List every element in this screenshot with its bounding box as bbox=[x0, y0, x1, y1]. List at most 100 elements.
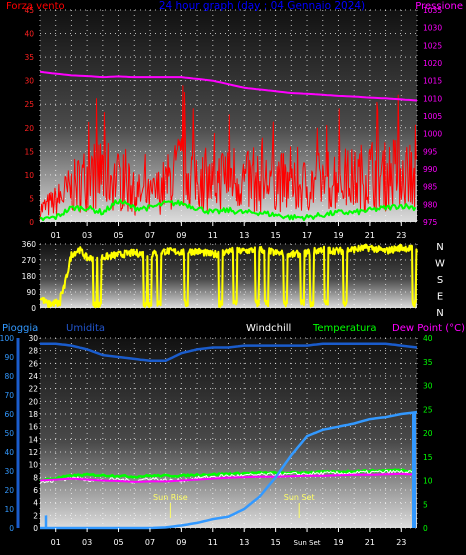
rain-y-tick-label: 2 bbox=[33, 511, 38, 520]
wind-y-tick-label: 30 bbox=[24, 77, 34, 86]
wind-x-tick-label: 17 bbox=[302, 231, 312, 240]
compass-label: N bbox=[436, 308, 443, 319]
pressure-y-tick-label: 990 bbox=[423, 165, 438, 174]
temperature-y-tick-label: 35 bbox=[423, 358, 433, 367]
pressure-y-tick-label: 975 bbox=[423, 218, 438, 227]
rain-y-tick-label: 16 bbox=[28, 423, 38, 432]
wind-y-tick-label: 15 bbox=[24, 147, 34, 156]
humidity-y-tick-label: 60 bbox=[4, 410, 14, 419]
wind-x-tick-label: 21 bbox=[365, 231, 375, 240]
wind-y-tick-label: 5 bbox=[29, 194, 34, 203]
temperature-y-tick-label: 15 bbox=[423, 453, 433, 462]
temperature-y-tick-label: 5 bbox=[423, 500, 428, 509]
legend-entry: Windchill bbox=[246, 323, 291, 334]
pressure-y-tick-label: 1010 bbox=[423, 94, 442, 103]
compass-label: S bbox=[437, 275, 443, 286]
pressure-y-tick-label: 1025 bbox=[423, 41, 442, 50]
temperature-y-tick-label: 30 bbox=[423, 382, 433, 391]
humidity-y-tick-label: 20 bbox=[4, 486, 14, 495]
direction-y-tick-label: 270 bbox=[22, 256, 37, 265]
wind-x-tick-label: 01 bbox=[51, 231, 61, 240]
humidity-y-tick-label: 70 bbox=[4, 391, 14, 400]
rain-y-tick-label: 8 bbox=[33, 473, 38, 482]
temperature-y-tick-label: 25 bbox=[423, 405, 433, 414]
temperature-y-tick-label: 10 bbox=[423, 477, 433, 486]
sun-event-label: Sun Rise bbox=[153, 493, 188, 502]
rain-y-tick-label: 30 bbox=[28, 334, 38, 343]
sun-event-label: Sun Set bbox=[284, 493, 315, 502]
temperature-x-tick-label: 23 bbox=[396, 538, 406, 547]
rain-y-tick-label: 10 bbox=[28, 461, 38, 470]
temperature-x-tick-label: 13 bbox=[239, 538, 249, 547]
temperature-x-tick-label: 01 bbox=[51, 538, 61, 547]
legend-entry: Temperatura bbox=[312, 323, 377, 334]
wind-y-tick-label: 40 bbox=[24, 30, 34, 39]
temperature-y-tick-label: 40 bbox=[423, 334, 433, 343]
pressure-y-tick-label: 1005 bbox=[423, 112, 442, 121]
wind-x-tick-label: 19 bbox=[333, 231, 343, 240]
pressure-y-tick-label: 1000 bbox=[423, 130, 442, 139]
dewpoint-line bbox=[39, 472, 416, 483]
rain-y-tick-label: 20 bbox=[28, 397, 38, 406]
legend-entry: Pioggia bbox=[2, 323, 38, 334]
temperature-x-tick-label: 21 bbox=[365, 538, 375, 547]
pressure-y-tick-label: 995 bbox=[423, 147, 438, 156]
temperature-y-tick-label: 20 bbox=[423, 429, 433, 438]
wind-y-tick-label: 25 bbox=[24, 100, 34, 109]
temperature-x-tick-label: 03 bbox=[82, 538, 92, 547]
pressure-y-tick-label: 1020 bbox=[423, 59, 442, 68]
temperature-x-tick-label: 11 bbox=[208, 538, 218, 547]
rain-y-tick-label: 28 bbox=[28, 347, 38, 356]
wind-x-tick-label: 09 bbox=[176, 231, 186, 240]
humidity-y-tick-label: 10 bbox=[4, 505, 14, 514]
direction-y-tick-label: 90 bbox=[26, 288, 36, 297]
rain-y-tick-label: 6 bbox=[33, 486, 38, 495]
compass-label: N bbox=[436, 242, 443, 253]
wind-x-tick-label: 15 bbox=[271, 231, 281, 240]
pressure-axis-title: Pressione bbox=[415, 1, 463, 12]
wind-y-tick-label: 20 bbox=[24, 124, 34, 133]
compass-label: E bbox=[437, 292, 443, 303]
humidity-y-tick-label: 100 bbox=[0, 334, 14, 343]
humidity-y-tick-label: 80 bbox=[4, 372, 14, 381]
temperature-x-tick-label: 15 bbox=[271, 538, 281, 547]
direction-y-tick-label: 0 bbox=[31, 304, 36, 313]
wind-x-tick-label: 03 bbox=[82, 231, 92, 240]
rain-line bbox=[40, 410, 418, 530]
temperature-line bbox=[39, 468, 416, 483]
humidity-line bbox=[40, 342, 418, 363]
wind-x-tick-label: 07 bbox=[145, 231, 155, 240]
wind-average-line bbox=[39, 198, 417, 222]
legend-entry: Umidita bbox=[66, 323, 105, 334]
wind-x-tick-label: 05 bbox=[113, 231, 123, 240]
pressure-line bbox=[39, 70, 418, 102]
wind-y-tick-label: 35 bbox=[24, 53, 34, 62]
rain-y-tick-label: 18 bbox=[28, 410, 38, 419]
humidity-y-tick-label: 30 bbox=[4, 467, 14, 476]
pressure-y-tick-label: 1015 bbox=[423, 77, 442, 86]
rain-y-tick-label: 22 bbox=[28, 385, 38, 394]
humidity-y-tick-label: 50 bbox=[4, 429, 14, 438]
pressure-y-tick-label: 980 bbox=[423, 200, 438, 209]
wind-x-tick-label: 13 bbox=[239, 231, 249, 240]
rain-y-tick-label: 12 bbox=[28, 448, 38, 457]
wind-axis-title: Forza vento bbox=[6, 1, 65, 12]
temperature-x-tick-label: Sun Set bbox=[294, 539, 321, 547]
rain-y-tick-label: 14 bbox=[28, 435, 38, 444]
wind-speed-line bbox=[39, 85, 417, 220]
wind-y-tick-label: 45 bbox=[24, 6, 34, 15]
direction-y-tick-label: 180 bbox=[22, 272, 37, 281]
pressure-y-tick-label: 985 bbox=[423, 183, 438, 192]
chart-title: 24 hour graph (day : 04 Gennaio 2024) bbox=[159, 0, 365, 12]
wind-y-tick-label: 0 bbox=[29, 218, 34, 227]
temperature-x-tick-label: 09 bbox=[176, 538, 186, 547]
temperature-x-tick-label: 19 bbox=[333, 538, 343, 547]
pressure-y-tick-label: 1035 bbox=[423, 6, 442, 15]
wind-y-tick-label: 10 bbox=[24, 171, 34, 180]
pressure-y-tick-label: 1030 bbox=[423, 24, 442, 33]
rain-y-tick-label: 0 bbox=[33, 524, 38, 533]
compass-label: W bbox=[435, 259, 445, 270]
rain-y-tick-label: 4 bbox=[33, 499, 38, 508]
